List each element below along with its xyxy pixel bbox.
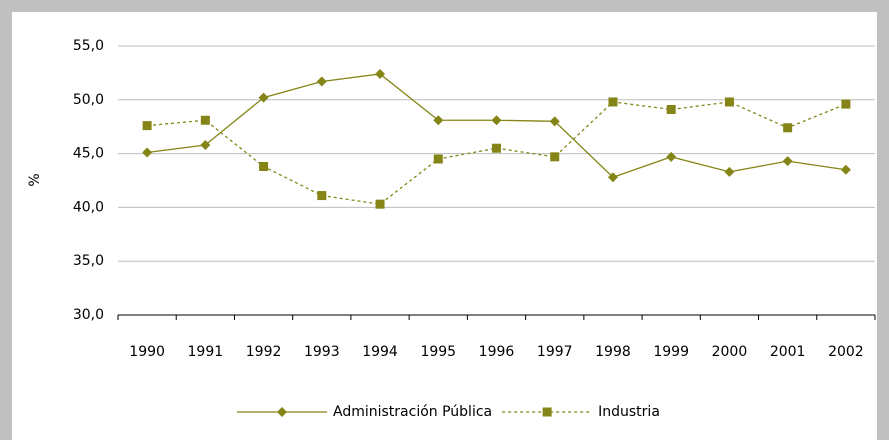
marker (607, 172, 618, 183)
legend-label: Industria (598, 404, 660, 420)
marker (259, 162, 269, 172)
x-tick-label: 1995 (420, 344, 456, 360)
marker (375, 68, 386, 79)
chart-area (12, 12, 877, 440)
y-tick-label: 40,0 (73, 199, 104, 215)
marker (200, 115, 210, 125)
marker (316, 76, 327, 87)
y-tick-label: 45,0 (73, 146, 104, 162)
marker (549, 116, 560, 127)
y-tick-label: 30,0 (73, 307, 104, 323)
marker (200, 139, 211, 150)
marker (666, 104, 676, 114)
x-tick-label: 2000 (712, 344, 748, 360)
x-tick-label: 1994 (362, 344, 398, 360)
marker (491, 115, 502, 126)
x-tick-label: 1992 (246, 344, 282, 360)
marker (317, 191, 327, 201)
marker (608, 97, 618, 107)
marker (783, 123, 793, 133)
x-tick-label: 1996 (479, 344, 515, 360)
x-tick-label: 1990 (129, 344, 165, 360)
x-tick-label: 1999 (653, 344, 689, 360)
marker (724, 166, 735, 177)
x-tick-label: 1993 (304, 344, 340, 360)
x-tick-label: 2001 (770, 344, 806, 360)
legend-marker (542, 407, 552, 417)
marker (433, 115, 444, 126)
marker (142, 121, 152, 131)
marker (666, 151, 677, 162)
legend-label: Administración Pública (333, 404, 492, 420)
marker (550, 152, 560, 162)
marker (375, 199, 385, 209)
marker (433, 154, 443, 164)
x-tick-label: 1997 (537, 344, 573, 360)
y-tick-label: 35,0 (73, 253, 104, 269)
x-tick-label: 1998 (595, 344, 631, 360)
x-tick-label: 1991 (188, 344, 224, 360)
marker (840, 164, 851, 175)
marker (841, 99, 851, 109)
y-tick-label: 55,0 (73, 38, 104, 54)
marker (258, 92, 269, 103)
marker (142, 147, 153, 158)
y-axis-label: % (27, 173, 43, 186)
y-tick-label: 50,0 (73, 92, 104, 108)
marker (492, 143, 501, 153)
marker (782, 156, 793, 167)
x-tick-label: 2002 (828, 344, 864, 360)
marker (724, 97, 734, 107)
legend-marker (277, 407, 287, 417)
